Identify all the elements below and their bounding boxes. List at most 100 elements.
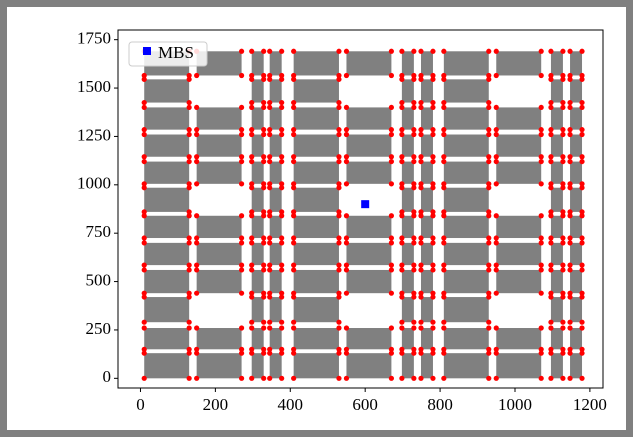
corner-point — [579, 48, 585, 54]
corner-point — [548, 294, 554, 300]
corner-point — [336, 350, 342, 356]
corner-point — [486, 294, 492, 300]
building — [269, 215, 282, 239]
corner-point — [441, 325, 447, 331]
corner-point — [279, 76, 285, 82]
corner-point — [186, 76, 192, 82]
corner-point — [279, 158, 285, 165]
building — [401, 107, 414, 130]
corner-point — [279, 72, 285, 79]
corner-point — [267, 267, 273, 273]
corner-point — [291, 319, 297, 325]
corner-point — [249, 235, 255, 241]
building — [496, 107, 542, 130]
corner-point — [238, 213, 245, 219]
building — [420, 242, 433, 266]
corner-point — [418, 76, 424, 82]
corner-point — [548, 99, 554, 106]
x-tick-label: 600 — [352, 395, 378, 414]
corner-point — [388, 346, 394, 352]
building — [346, 269, 392, 294]
corner-point — [548, 346, 554, 352]
corner-point — [411, 131, 417, 138]
corner-point — [267, 104, 273, 111]
corner-point — [291, 99, 297, 106]
corner-point — [418, 127, 424, 133]
corner-point — [493, 213, 499, 219]
corner-point — [141, 346, 147, 352]
corner-point — [388, 154, 394, 160]
corner-point — [279, 262, 285, 268]
corner-point — [343, 154, 350, 160]
building — [144, 187, 190, 212]
building — [401, 187, 414, 212]
corner-point — [388, 72, 394, 79]
corner-point — [249, 290, 255, 296]
corner-point — [261, 262, 267, 268]
corner-point — [249, 209, 255, 215]
corner-point — [411, 99, 417, 106]
corner-point — [441, 127, 447, 133]
corner-point — [567, 325, 573, 331]
corner-point — [560, 294, 566, 300]
building — [293, 328, 339, 350]
corner-point — [267, 240, 273, 246]
corner-point — [486, 319, 492, 325]
corner-point — [279, 154, 285, 160]
building — [293, 353, 339, 379]
corner-point — [486, 127, 492, 133]
building — [401, 297, 414, 323]
corner-point — [261, 154, 267, 160]
building — [570, 269, 583, 294]
corner-point — [291, 375, 297, 381]
building — [570, 161, 583, 184]
corner-point — [441, 294, 447, 300]
corner-point — [343, 131, 350, 138]
building — [443, 353, 489, 379]
building — [401, 134, 414, 157]
corner-point — [441, 350, 447, 356]
corner-point — [486, 104, 492, 111]
corner-point — [261, 240, 267, 246]
corner-point — [261, 76, 267, 82]
corner-point — [141, 240, 147, 246]
building — [420, 107, 433, 130]
corner-point — [493, 127, 499, 133]
corner-point — [291, 104, 297, 111]
corner-point — [493, 48, 499, 54]
corner-point — [267, 350, 273, 356]
corner-point — [399, 290, 405, 296]
corner-point — [336, 267, 342, 273]
corner-point — [560, 158, 566, 165]
corner-point — [567, 350, 573, 356]
corner-point — [249, 48, 255, 54]
corner-point — [441, 131, 447, 138]
corner-point — [267, 375, 273, 381]
building — [401, 51, 414, 76]
corner-point — [567, 375, 573, 381]
corner-point — [186, 154, 192, 160]
corner-point — [441, 76, 447, 82]
corner-point — [279, 375, 285, 381]
corner-point — [261, 350, 267, 356]
corner-point — [267, 127, 273, 133]
corner-point — [399, 99, 405, 106]
corner-point — [548, 181, 554, 187]
corner-point — [336, 294, 342, 300]
building — [401, 215, 414, 239]
building — [420, 161, 433, 184]
corner-point — [486, 158, 492, 165]
corner-point — [141, 72, 147, 79]
corner-point — [567, 48, 573, 54]
corner-point — [430, 72, 436, 79]
corner-point — [399, 104, 405, 111]
corner-point — [430, 213, 436, 219]
corner-point — [567, 209, 573, 215]
building — [196, 269, 242, 294]
corner-point — [388, 127, 394, 133]
corner-point — [560, 127, 566, 133]
corner-point — [493, 290, 499, 296]
corner-point — [538, 48, 544, 54]
axes-frame — [117, 29, 604, 389]
corner-point — [441, 158, 447, 165]
